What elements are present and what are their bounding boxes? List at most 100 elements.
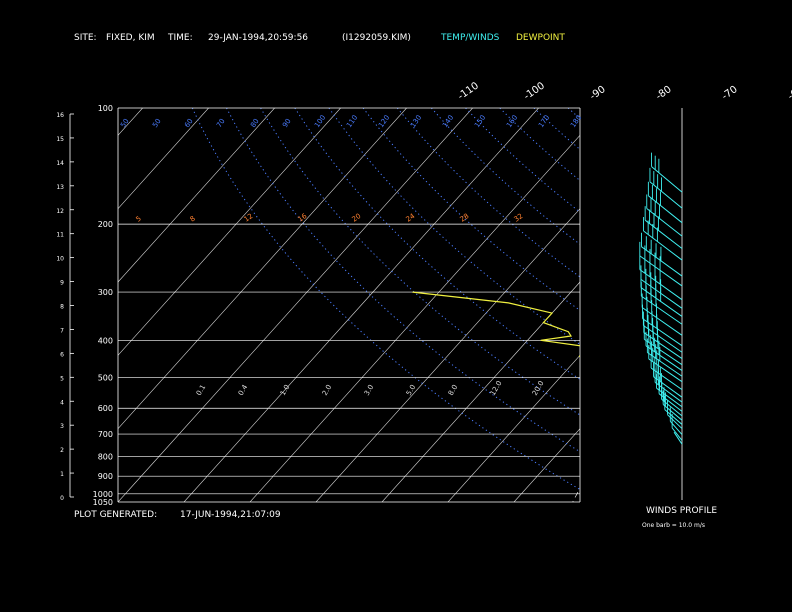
mixing-ratio-label: 1.0 [279,383,291,397]
site-label: SITE: [74,33,97,43]
wind-shaft [647,352,683,377]
wind-shaft [671,427,683,441]
top-temp-label: -60 [786,84,792,102]
isotherm-line [118,108,473,502]
pressure-tick-label: 700 [98,430,113,439]
mixing-ratio-label: 2.0 [321,383,333,397]
wind-shaft [643,332,683,359]
legend-temp-winds: TEMP/WINDS [441,33,500,43]
wind-shaft [644,219,683,249]
pressure-tick-label: 300 [98,288,113,297]
dry-adiabat-line [294,108,580,380]
dry-adiabat-label: 90 [281,117,293,129]
isotherm-line [0,108,11,502]
wind-shaft [643,325,683,353]
top-temp-label: -90 [588,84,608,102]
dry-adiabat-label: 50 [151,117,163,129]
dry-adiabat-line [533,108,580,151]
dry-adiabat-label: 110 [345,114,359,130]
dry-adiabat-label: 130 [409,114,423,130]
moist-adiabat-line [648,224,792,502]
moist-adiabat-line [714,224,792,502]
file-id: (I1292059.KIM) [342,33,411,43]
dry-adiabat-label: 160 [505,114,519,130]
isotherm-line [118,108,275,283]
mixing-ratio-label: 20.0 [531,379,546,397]
dry-adiabat-line [226,108,580,453]
height-tick-label: 15 [56,136,64,143]
wind-shaft [643,230,683,261]
dry-adiabat-line [671,108,792,502]
moist-adiabat-label: 28 [459,212,471,224]
isotherm-line [778,108,792,502]
dry-adiabat-label: 120 [377,114,391,130]
isotherm-line [381,281,580,502]
plot-generated-value: 17-JUN-1994,21:07:09 [180,510,281,520]
dry-adiabat-line [636,108,792,502]
barb-note: One barb = 10.0 m/s [642,522,705,529]
dry-adiabat-line [602,108,792,502]
dry-adiabat-line [499,108,580,182]
height-tick-label: 6 [60,351,64,358]
pressure-tick-label: 100 [98,104,113,113]
top-temp-label: -80 [654,84,674,102]
pressure-tick-label: 800 [98,452,113,461]
moist-adiabat-label: 8 [189,215,197,224]
dry-adiabat-label: 80 [249,117,261,129]
temperature-profile-line [683,224,792,467]
moist-adiabat-label: 32 [513,212,525,224]
pressure-tick-label: 900 [98,472,113,481]
isotherm-line [0,108,77,502]
isotherm-line [712,108,792,502]
moist-adiabat-label: 20 [351,212,363,224]
wind-shaft [640,278,683,309]
dry-adiabat-label: 100 [313,114,327,130]
height-tick-label: 5 [60,375,64,382]
dry-adiabat-line [260,108,580,416]
plot-generated-label: PLOT GENERATED: [74,510,158,520]
wind-shaft [643,338,683,366]
height-tick-label: 13 [56,184,64,191]
pressure-tick-label: 1000 [93,490,113,499]
wind-shaft [669,421,683,435]
dry-adiabat-label: 70 [215,117,227,129]
dry-adiabat-label: 150 [473,114,487,130]
top-temp-label: -70 [720,84,740,102]
site-value: FIXED, KIM [106,33,155,43]
legend-dewpoint: DEWPOINT [516,33,565,43]
pressure-tick-label: 200 [98,220,113,229]
moist-adiabat-label: 24 [405,212,417,224]
wind-shaft [641,307,683,336]
height-tick-label: 2 [60,447,64,454]
height-tick-label: 0 [60,495,64,502]
height-tick-label: 10 [56,256,64,263]
isotherm-line [118,108,209,210]
wind-shaft [673,431,683,445]
mixing-ratio-label: 3.0 [363,383,375,397]
wind-shaft [640,287,683,317]
top-temp-label: -110 [456,80,481,102]
height-tick-label: 7 [60,327,64,334]
wind-shaft [648,195,683,224]
isotherm-line [118,108,143,136]
wind-shaft [648,358,683,383]
wind-shaft [645,345,683,371]
height-tick-label: 3 [60,423,64,430]
dewpoint-profile-line [412,291,580,357]
dry-adiabat-label: 180 [569,114,583,130]
moist-adiabat-line [780,224,792,502]
wind-shaft [658,393,683,412]
wind-shaft [639,269,683,301]
dry-adiabat-line [328,108,580,346]
pressure-tick-label: 600 [98,404,113,413]
height-tick-label: 14 [56,160,64,167]
dry-adiabat-line [396,108,580,278]
height-tick-label: 9 [60,280,64,287]
height-tick-label: 1 [60,471,64,478]
height-tick-label: 11 [56,232,64,239]
isotherm-line [183,108,539,502]
mixing-ratio-label: 0.4 [237,383,250,397]
dry-adiabat-line [465,108,580,213]
wind-shaft [661,398,683,417]
